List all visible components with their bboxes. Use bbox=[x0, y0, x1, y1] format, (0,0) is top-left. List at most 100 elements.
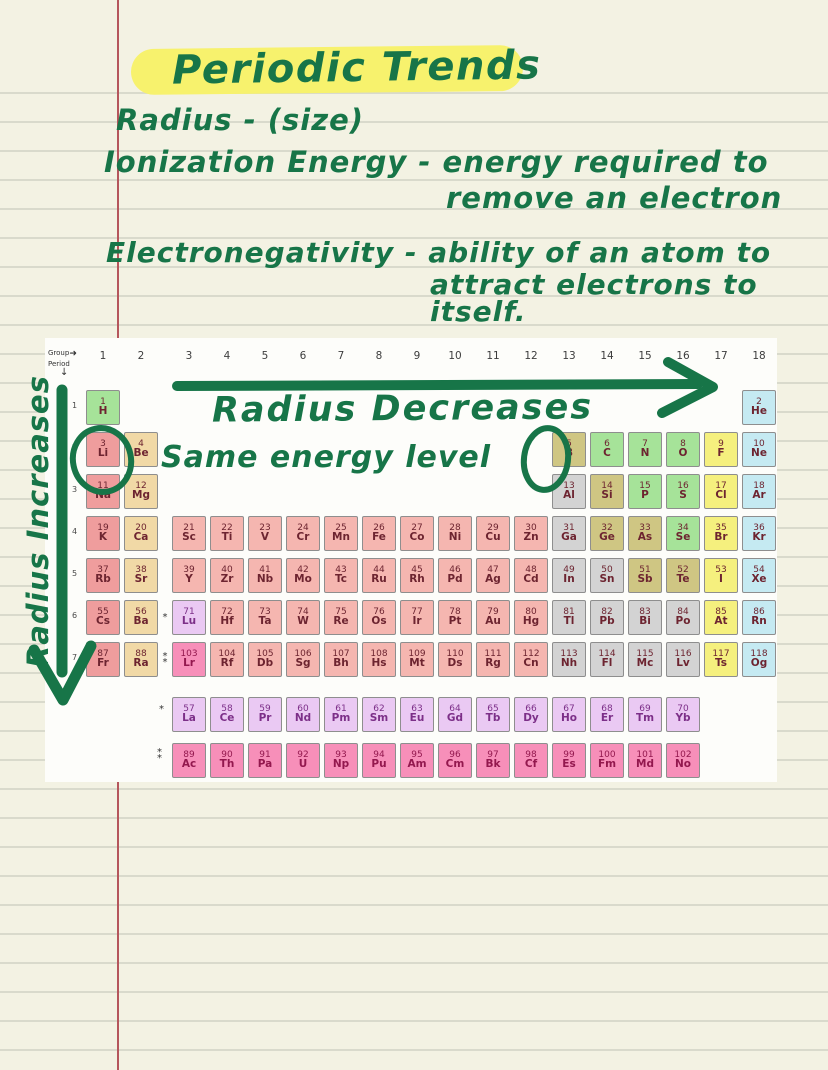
element-symbol: Cs bbox=[96, 614, 110, 627]
note-electronegativity-line2: attract electrons to bbox=[430, 268, 758, 301]
atomic-number: 112 bbox=[522, 649, 540, 660]
element-symbol: Fm bbox=[597, 757, 617, 770]
element-cell-Rf: 104 Rf bbox=[210, 642, 244, 677]
element-symbol: Th bbox=[219, 757, 235, 770]
group-number-12: 12 bbox=[524, 350, 538, 362]
atomic-number: 50 bbox=[601, 565, 613, 576]
element-symbol: O bbox=[678, 446, 688, 459]
atomic-number: 10 bbox=[753, 439, 765, 450]
atomic-number: 96 bbox=[449, 750, 461, 761]
element-cell-In: 49 In bbox=[552, 558, 586, 593]
element-symbol: Hs bbox=[371, 656, 387, 669]
note-radius: Radius - (size) bbox=[116, 103, 364, 137]
element-symbol: Cd bbox=[523, 572, 539, 585]
element-cell-W: 74 W bbox=[286, 600, 320, 635]
atomic-number: 117 bbox=[712, 649, 730, 660]
element-symbol: Rb bbox=[95, 572, 111, 585]
element-cell-Cr: 24 Cr bbox=[286, 516, 320, 551]
atomic-number: 28 bbox=[449, 523, 461, 534]
element-cell-Cn: 112 Cn bbox=[514, 642, 548, 677]
atomic-number: 54 bbox=[753, 565, 765, 576]
atomic-number: 79 bbox=[487, 607, 499, 618]
atomic-number: 34 bbox=[677, 523, 689, 534]
element-symbol: Er bbox=[600, 711, 614, 724]
element-cell-Mt: 109 Mt bbox=[400, 642, 434, 677]
atomic-number: 51 bbox=[639, 565, 651, 576]
note-electronegativity-line3: itself. bbox=[430, 295, 527, 328]
element-cell-Ni: 28 Ni bbox=[438, 516, 472, 551]
element-symbol: Lr bbox=[183, 656, 195, 669]
element-cell-Db: 105 Db bbox=[248, 642, 282, 677]
element-symbol: Lv bbox=[676, 656, 690, 669]
atomic-number: 101 bbox=[636, 750, 654, 761]
atomic-number: 102 bbox=[674, 750, 692, 761]
atomic-number: 75 bbox=[335, 607, 347, 618]
element-cell-Zr: 40 Zr bbox=[210, 558, 244, 593]
element-cell-Np: 93 Np bbox=[324, 743, 358, 778]
atomic-number: 1 bbox=[100, 397, 106, 408]
element-symbol: Gd bbox=[446, 711, 464, 724]
atomic-number: 98 bbox=[525, 750, 537, 761]
element-cell-Dy: 66 Dy bbox=[514, 697, 548, 732]
element-cell-Cu: 29 Cu bbox=[476, 516, 510, 551]
element-symbol: B bbox=[564, 446, 573, 459]
element-symbol: Am bbox=[407, 757, 427, 770]
atomic-number: 39 bbox=[183, 565, 195, 576]
atomic-number: 15 bbox=[639, 481, 651, 492]
atomic-number: 100 bbox=[598, 750, 616, 761]
element-cell-Ga: 31 Ga bbox=[552, 516, 586, 551]
atomic-number: 2 bbox=[756, 397, 762, 408]
group-right-arrow-icon: ➜ bbox=[69, 349, 77, 359]
element-cell-Rb: 37 Rb bbox=[86, 558, 120, 593]
element-cell-Hf: 72 Hf bbox=[210, 600, 244, 635]
lanthanide-row: 57 La 58 Ce 59 Pr 60 Nd 61 Pm 62 Sm 63 Eu 64 Gd 65 Tb 66 Dy… bbox=[172, 697, 700, 732]
element-symbol: Rh bbox=[409, 572, 425, 585]
atomic-number: 35 bbox=[715, 523, 727, 534]
atomic-number: 71 bbox=[183, 607, 195, 618]
atomic-number: 103 bbox=[180, 649, 198, 660]
element-symbol: Sc bbox=[182, 530, 196, 543]
atomic-number: 91 bbox=[259, 750, 271, 761]
element-cell-Ra: 88 Ra bbox=[124, 642, 158, 677]
group-number-8: 8 bbox=[375, 350, 383, 362]
atomic-number: 56 bbox=[135, 607, 147, 618]
element-symbol: Pa bbox=[257, 757, 273, 770]
element-cell-Hg: 80 Hg bbox=[514, 600, 548, 635]
atomic-number: 87 bbox=[97, 649, 109, 660]
group-number-13: 13 bbox=[562, 350, 576, 362]
element-symbol: Ar bbox=[752, 488, 766, 501]
atomic-number: 26 bbox=[373, 523, 385, 534]
atomic-number: 37 bbox=[97, 565, 109, 576]
element-symbol: Zn bbox=[523, 530, 539, 543]
element-cell-Ca: 20 Ca bbox=[124, 516, 158, 551]
element-symbol: La bbox=[182, 711, 196, 724]
atomic-number: 58 bbox=[221, 704, 233, 715]
element-cell-Ba: 56 Ba bbox=[124, 600, 158, 635]
element-symbol: H bbox=[98, 404, 108, 417]
element-cell-Ts: 117 Ts bbox=[704, 642, 738, 677]
group-number-2: 2 bbox=[137, 350, 145, 362]
element-cell-As: 33 As bbox=[628, 516, 662, 551]
element-cell-Am: 95 Am bbox=[400, 743, 434, 778]
group-number-1: 1 bbox=[99, 350, 107, 362]
element-symbol: Ac bbox=[181, 757, 197, 770]
element-cell-Lr: 103 Lr bbox=[172, 642, 206, 677]
atomic-number: 7 bbox=[642, 439, 648, 450]
atomic-number: 108 bbox=[370, 649, 388, 660]
element-symbol: Zr bbox=[220, 572, 234, 585]
atomic-number: 46 bbox=[449, 565, 461, 576]
atomic-number: 12 bbox=[135, 481, 147, 492]
element-symbol: Re bbox=[333, 614, 349, 627]
periodic-table-main-grid: 1 H 2 He 3 Li 4 Be 5 B 6 C 7 N 8 O 9 F 10 Ne 11 Na 12 Mg 13 Al 14 S… bbox=[86, 390, 776, 677]
element-symbol: Li bbox=[97, 446, 109, 459]
element-cell-Co: 27 Co bbox=[400, 516, 434, 551]
atomic-number: 66 bbox=[525, 704, 537, 715]
element-cell-U: 92 U bbox=[286, 743, 320, 778]
element-symbol: Nb bbox=[256, 572, 274, 585]
element-symbol: Mc bbox=[636, 656, 654, 669]
atomic-number: 65 bbox=[487, 704, 499, 715]
element-symbol: Xe bbox=[751, 572, 767, 585]
element-symbol: Po bbox=[675, 614, 691, 627]
